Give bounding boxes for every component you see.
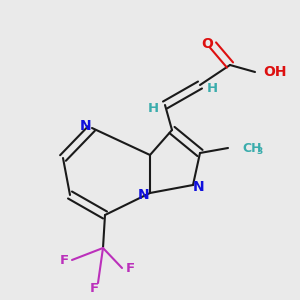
- Text: F: F: [89, 283, 99, 296]
- Text: H: H: [206, 82, 218, 94]
- Text: N: N: [80, 119, 92, 133]
- Text: O: O: [201, 37, 213, 51]
- Text: F: F: [125, 262, 135, 275]
- Text: F: F: [59, 254, 69, 268]
- Text: N: N: [138, 188, 150, 202]
- Text: CH: CH: [242, 142, 262, 154]
- Text: 3: 3: [256, 148, 262, 157]
- Text: H: H: [147, 101, 159, 115]
- Text: OH: OH: [263, 65, 286, 79]
- Text: N: N: [193, 180, 205, 194]
